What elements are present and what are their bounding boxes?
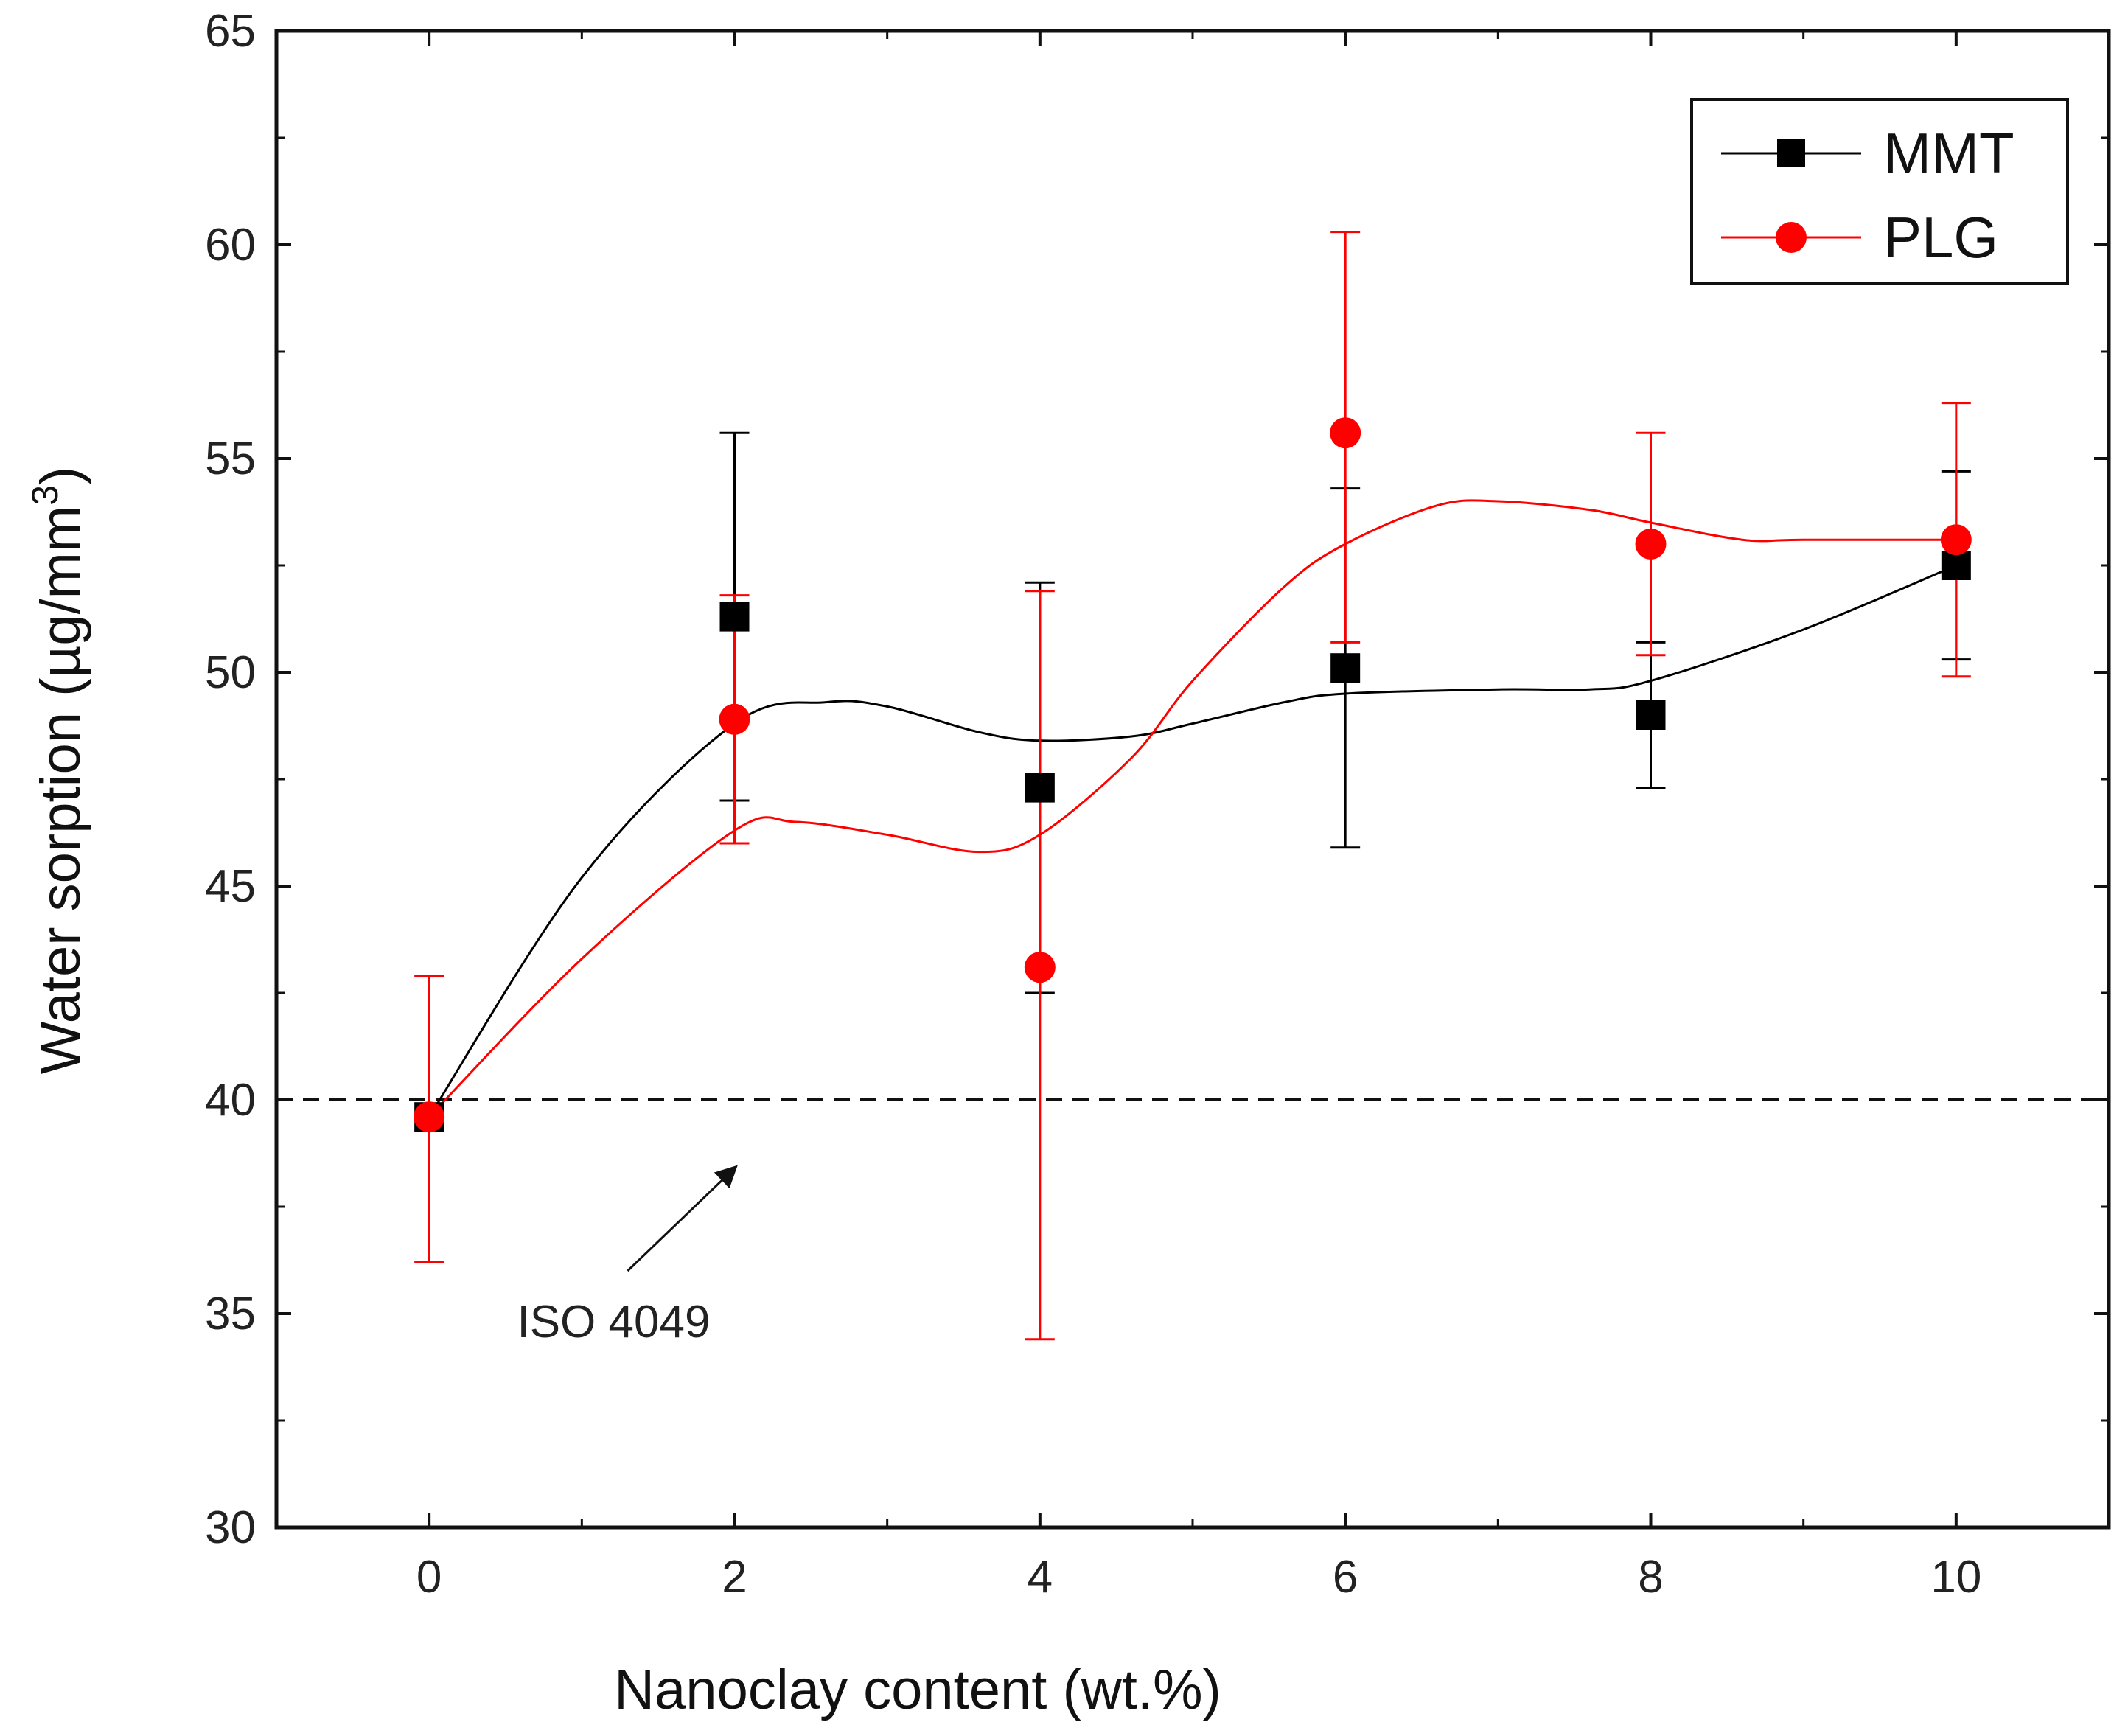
x-tick-label: 0 bbox=[416, 1552, 442, 1603]
y-tick-label: 40 bbox=[205, 1075, 256, 1126]
y-tick-label: 60 bbox=[205, 220, 256, 271]
plg-point bbox=[1330, 417, 1361, 449]
plg-point bbox=[1940, 524, 1972, 556]
plg-point bbox=[1024, 952, 1056, 983]
plg-fit-line bbox=[428, 499, 1956, 1118]
mmt-fit-line bbox=[428, 564, 1957, 1118]
y-tick-label: 65 bbox=[205, 6, 256, 57]
legend: MMT PLG bbox=[1690, 98, 2069, 285]
x-tick-label: 8 bbox=[1638, 1552, 1663, 1603]
y-tick-label: 45 bbox=[205, 861, 256, 912]
x-axis-ticks: 0 2 4 6 8 10 bbox=[275, 31, 2110, 1603]
x-tick-label: 2 bbox=[722, 1552, 747, 1603]
x-tick-label: 6 bbox=[1333, 1552, 1358, 1603]
y-axis-ticks: 30 35 40 45 50 55 60 65 bbox=[205, 6, 2109, 1553]
plg-point bbox=[414, 1101, 445, 1133]
plg-point bbox=[719, 703, 750, 735]
y-tick-label: 55 bbox=[205, 433, 256, 484]
mmt-point bbox=[1941, 551, 1971, 580]
y-tick-label: 50 bbox=[205, 647, 256, 698]
legend-box bbox=[1690, 98, 2069, 285]
mmt-point bbox=[1636, 700, 1666, 730]
legend-mmt-label: MMT bbox=[1883, 121, 2014, 186]
y-axis-title-superscript: 3 bbox=[24, 485, 66, 506]
y-tick-label: 30 bbox=[205, 1502, 256, 1553]
plg-point bbox=[1635, 529, 1667, 560]
iso-4049-annotation-label: ISO 4049 bbox=[517, 1297, 710, 1348]
y-tick-label: 35 bbox=[205, 1289, 256, 1339]
legend-plg-marker bbox=[1776, 222, 1807, 253]
mmt-point bbox=[1025, 773, 1055, 803]
x-tick-label: 4 bbox=[1028, 1552, 1053, 1603]
y-axis-title-close: ) bbox=[29, 467, 92, 485]
x-axis-title: Nanoclay content (wt.%) bbox=[614, 1659, 1221, 1721]
legend-plg-label: PLG bbox=[1883, 205, 1998, 270]
series-layer bbox=[414, 231, 1972, 1341]
y-axis-title: Water sorption (µg/mm3) bbox=[24, 467, 92, 1075]
y-axis-title-main: Water sorption (µg/mm bbox=[29, 506, 92, 1075]
legend-mmt-marker bbox=[1777, 139, 1805, 167]
x-tick-label: 10 bbox=[1930, 1552, 1981, 1603]
mmt-point bbox=[719, 602, 750, 632]
iso-4049-arrow bbox=[627, 1165, 738, 1272]
mmt-point bbox=[1330, 653, 1361, 683]
